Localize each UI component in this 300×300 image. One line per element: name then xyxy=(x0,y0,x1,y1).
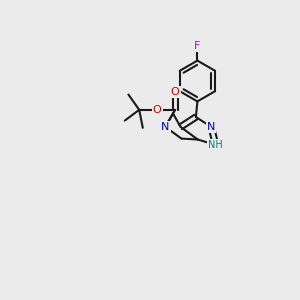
Text: NH: NH xyxy=(208,140,223,150)
Text: O: O xyxy=(153,105,162,115)
Text: N: N xyxy=(207,122,215,132)
Text: F: F xyxy=(194,41,201,51)
Text: N: N xyxy=(161,122,170,132)
Text: O: O xyxy=(171,87,180,97)
